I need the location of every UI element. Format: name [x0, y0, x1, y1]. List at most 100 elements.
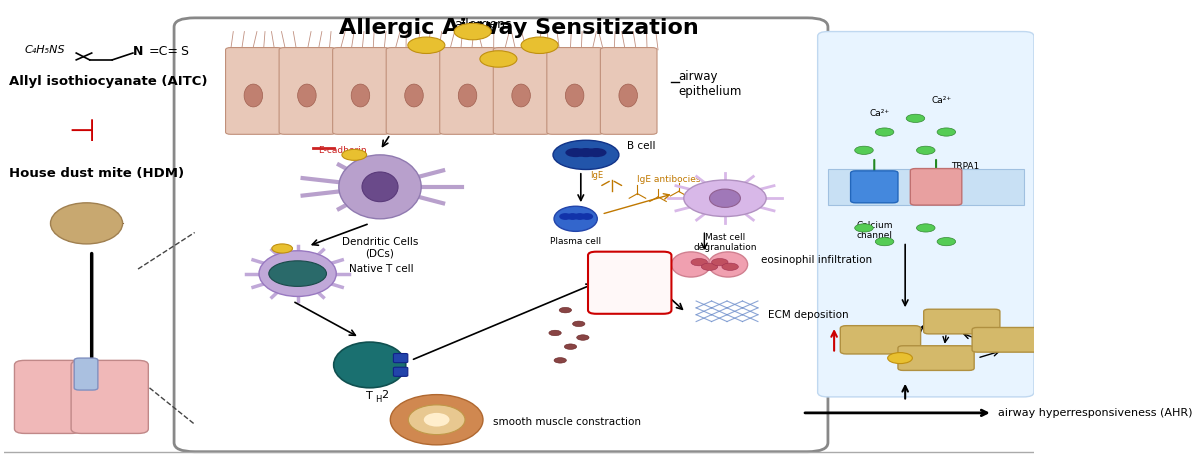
- Text: E-cadherin: E-cadherin: [318, 146, 367, 155]
- Circle shape: [722, 263, 738, 271]
- Text: airway
epithelium: airway epithelium: [679, 70, 742, 98]
- Text: =C=: =C=: [149, 45, 179, 58]
- FancyBboxPatch shape: [226, 47, 282, 134]
- Text: TRPA1: TRPA1: [952, 162, 979, 171]
- FancyBboxPatch shape: [828, 169, 1024, 205]
- Ellipse shape: [338, 155, 421, 219]
- Circle shape: [269, 261, 326, 286]
- Circle shape: [875, 128, 894, 136]
- Text: allergens: allergens: [455, 18, 511, 31]
- Circle shape: [712, 259, 728, 266]
- FancyBboxPatch shape: [851, 171, 898, 203]
- Ellipse shape: [50, 203, 122, 244]
- Circle shape: [937, 128, 955, 136]
- Text: IL-13: IL-13: [613, 290, 648, 303]
- Text: H: H: [374, 395, 382, 404]
- Circle shape: [937, 238, 955, 246]
- Circle shape: [564, 344, 577, 349]
- Ellipse shape: [362, 172, 398, 202]
- Circle shape: [572, 321, 584, 326]
- Text: airway hyperresponsiveness (AHR): airway hyperresponsiveness (AHR): [998, 408, 1193, 418]
- FancyBboxPatch shape: [394, 353, 408, 363]
- FancyBboxPatch shape: [924, 309, 1000, 334]
- FancyBboxPatch shape: [911, 169, 962, 205]
- Circle shape: [854, 224, 874, 232]
- Circle shape: [554, 358, 566, 363]
- Ellipse shape: [424, 413, 450, 426]
- Ellipse shape: [334, 342, 406, 388]
- Text: MLCK: MLCK: [865, 335, 895, 345]
- Ellipse shape: [581, 213, 593, 220]
- Circle shape: [576, 148, 596, 157]
- FancyBboxPatch shape: [71, 360, 149, 433]
- Text: MLCP: MLCP: [994, 335, 1022, 344]
- Text: eosinophil infiltration: eosinophil infiltration: [761, 255, 872, 265]
- FancyBboxPatch shape: [600, 47, 658, 134]
- Text: Ca²⁺: Ca²⁺: [931, 96, 952, 105]
- FancyBboxPatch shape: [74, 358, 98, 390]
- Text: Native T cell: Native T cell: [349, 264, 414, 274]
- FancyBboxPatch shape: [547, 47, 604, 134]
- Text: IL-5: IL-5: [617, 276, 643, 289]
- Ellipse shape: [259, 251, 336, 296]
- Circle shape: [272, 244, 293, 253]
- Text: Mast cell
degranulation: Mast cell degranulation: [694, 232, 757, 252]
- FancyBboxPatch shape: [174, 18, 828, 452]
- Ellipse shape: [244, 84, 263, 107]
- Circle shape: [454, 23, 491, 40]
- FancyBboxPatch shape: [280, 47, 336, 134]
- FancyBboxPatch shape: [493, 47, 550, 134]
- Text: Calcium
channel: Calcium channel: [856, 221, 893, 240]
- Ellipse shape: [352, 84, 370, 107]
- Text: MLC20: MLC20: [944, 317, 979, 326]
- Ellipse shape: [404, 84, 424, 107]
- Circle shape: [586, 148, 606, 157]
- FancyBboxPatch shape: [817, 32, 1034, 397]
- Circle shape: [917, 146, 935, 154]
- Text: N: N: [133, 45, 143, 58]
- Text: ECM deposition: ECM deposition: [768, 310, 848, 320]
- Ellipse shape: [708, 252, 748, 277]
- Polygon shape: [856, 188, 893, 189]
- Ellipse shape: [390, 395, 482, 445]
- Ellipse shape: [709, 189, 740, 207]
- Ellipse shape: [619, 84, 637, 107]
- Circle shape: [888, 352, 912, 364]
- Circle shape: [342, 149, 367, 160]
- Text: B cell: B cell: [628, 141, 655, 151]
- Text: C₄H₅NS: C₄H₅NS: [25, 45, 65, 55]
- FancyBboxPatch shape: [332, 47, 389, 134]
- Text: Ca²⁺: Ca²⁺: [869, 109, 889, 118]
- Text: 2: 2: [382, 390, 389, 399]
- Circle shape: [553, 140, 619, 169]
- Circle shape: [480, 51, 517, 67]
- Circle shape: [906, 114, 925, 122]
- Text: ⊣: ⊣: [68, 118, 95, 146]
- Text: P: P: [898, 353, 902, 363]
- Circle shape: [548, 330, 562, 336]
- Circle shape: [854, 146, 874, 154]
- Ellipse shape: [566, 213, 578, 220]
- Ellipse shape: [512, 84, 530, 107]
- Text: Plasma cell: Plasma cell: [550, 237, 601, 246]
- Text: Dendritic Cells
(DCs): Dendritic Cells (DCs): [342, 237, 419, 259]
- Ellipse shape: [574, 213, 586, 220]
- Circle shape: [577, 335, 589, 340]
- Text: Occludin: Occludin: [298, 91, 337, 100]
- Ellipse shape: [458, 84, 476, 107]
- Ellipse shape: [672, 252, 710, 277]
- FancyBboxPatch shape: [439, 47, 497, 134]
- FancyBboxPatch shape: [394, 367, 408, 376]
- Text: IL-4: IL-4: [617, 263, 643, 276]
- Text: Allergic Airway Sensitization: Allergic Airway Sensitization: [340, 18, 698, 38]
- FancyBboxPatch shape: [972, 327, 1039, 352]
- Text: IgE: IgE: [589, 171, 602, 180]
- FancyBboxPatch shape: [588, 252, 672, 314]
- Ellipse shape: [298, 84, 316, 107]
- Circle shape: [701, 263, 718, 271]
- Ellipse shape: [565, 84, 584, 107]
- Text: ZO-1: ZO-1: [298, 73, 320, 82]
- Circle shape: [691, 259, 708, 266]
- FancyBboxPatch shape: [840, 326, 920, 354]
- Circle shape: [875, 238, 894, 246]
